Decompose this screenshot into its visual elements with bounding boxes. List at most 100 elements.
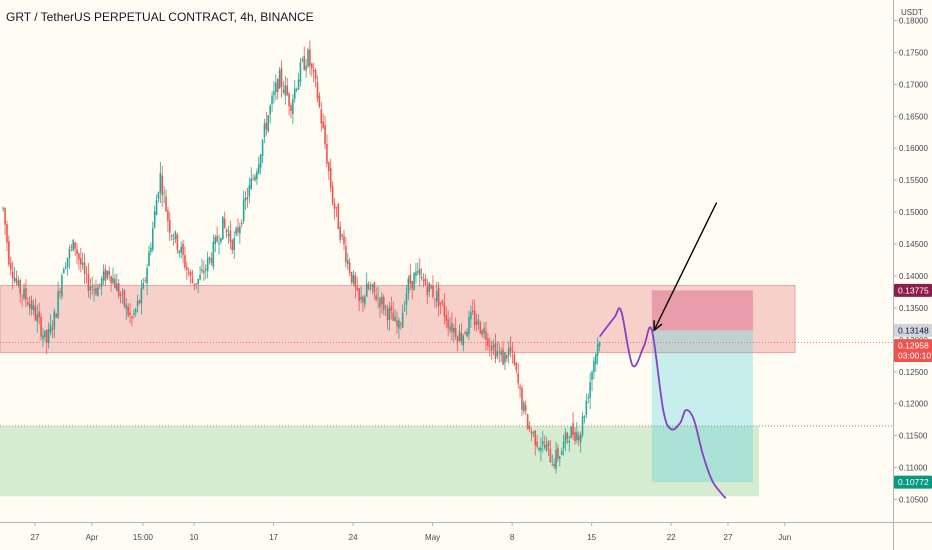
candle-body — [169, 220, 171, 233]
candle-body — [354, 275, 357, 287]
date-tick-label: 24 — [349, 533, 358, 542]
candle-body — [481, 330, 484, 336]
candle-body — [34, 306, 37, 320]
candle-body — [146, 268, 148, 284]
candle-body — [72, 239, 75, 251]
candle-body — [167, 210, 169, 221]
candle-body — [250, 178, 253, 189]
candle-body — [252, 178, 254, 180]
candle-body — [314, 69, 317, 79]
candle-body — [346, 260, 349, 264]
candle-body — [218, 243, 220, 245]
candle-body — [189, 271, 192, 276]
candle-body — [511, 350, 514, 353]
candle-body — [322, 121, 324, 128]
candle-body — [343, 236, 345, 245]
candle-body — [134, 308, 137, 313]
candle-body — [498, 351, 501, 353]
price-tick-label: 0.17000 — [899, 80, 928, 89]
candle-body — [318, 95, 321, 107]
price-tick-label: 0.14000 — [899, 272, 928, 281]
price-badge — [894, 339, 932, 353]
candle-body — [390, 305, 393, 311]
candle-body — [348, 262, 351, 273]
candle-body — [596, 343, 599, 356]
candle-body — [471, 310, 474, 313]
candle-body — [53, 311, 56, 329]
candle-body — [329, 168, 332, 188]
price-tick-label: 0.16500 — [899, 112, 928, 121]
candle-body — [246, 197, 249, 200]
candle-body — [2, 207, 4, 209]
candle-body — [538, 447, 540, 450]
candle-body — [530, 431, 533, 434]
candle-body — [199, 274, 201, 280]
candle-body — [517, 373, 519, 384]
candle-body — [223, 218, 226, 228]
candle-body — [399, 323, 402, 325]
candle-body — [299, 62, 302, 82]
candle-body — [398, 320, 400, 329]
price-tick-label: 0.15000 — [899, 208, 928, 217]
candle-body — [454, 327, 457, 338]
candle-body — [589, 382, 591, 398]
date-tick-label: 15 — [587, 533, 596, 542]
candle-body — [95, 287, 97, 295]
candle-body — [418, 268, 421, 276]
candle-body — [555, 449, 557, 469]
price-badge-label: 0.13775 — [898, 285, 929, 295]
candle-body — [112, 277, 114, 284]
candle-body — [377, 297, 379, 299]
candle-body — [104, 268, 107, 282]
candle-body — [320, 109, 323, 124]
candle-body — [593, 360, 595, 373]
candle-body — [534, 430, 537, 446]
candle-body — [441, 300, 444, 304]
candle-body — [76, 249, 78, 254]
candle-body — [543, 444, 546, 448]
candle-body — [521, 388, 523, 410]
candle-body — [66, 257, 69, 267]
candle-body — [439, 302, 442, 305]
candle-body — [324, 125, 326, 145]
annotation-arrow — [653, 202, 718, 331]
candle-body — [504, 352, 506, 363]
candle-body — [373, 282, 376, 293]
chart-title: GRT / TetherUS PERPETUAL CONTRACT, 4h, B… — [6, 10, 314, 24]
candle-body — [286, 85, 288, 96]
candle-body — [276, 79, 279, 92]
candle-body — [59, 291, 61, 294]
candle-body — [91, 286, 93, 288]
price-badge — [894, 348, 932, 362]
candle-body — [155, 200, 158, 216]
currency-label: USDT — [901, 8, 923, 17]
candle-body — [225, 229, 228, 233]
candle-body — [420, 276, 423, 279]
candle-body — [165, 196, 167, 212]
candle-body — [466, 331, 468, 337]
candle-body — [473, 310, 476, 325]
candle-body — [97, 287, 99, 297]
candle-body — [176, 234, 179, 250]
price-tick-label: 0.10500 — [899, 496, 928, 505]
candle-body — [434, 298, 436, 300]
candle-body — [36, 314, 39, 322]
candle-body — [576, 432, 578, 441]
candle-body — [379, 298, 381, 308]
candle-body — [163, 192, 165, 194]
price-badge — [894, 323, 932, 337]
candle-body — [524, 405, 527, 411]
stop-loss-zone — [651, 290, 753, 331]
candle-body — [186, 266, 188, 270]
candle-body — [564, 432, 567, 443]
candle-body — [386, 307, 389, 320]
candle-body — [87, 274, 90, 292]
candle-body — [203, 270, 205, 273]
candle-body — [579, 434, 582, 443]
candle-body — [475, 321, 478, 326]
price-badge-label: 0.12958 — [898, 341, 929, 351]
candle-body — [536, 441, 538, 447]
candle-body — [284, 85, 287, 96]
candle-body — [233, 238, 235, 251]
